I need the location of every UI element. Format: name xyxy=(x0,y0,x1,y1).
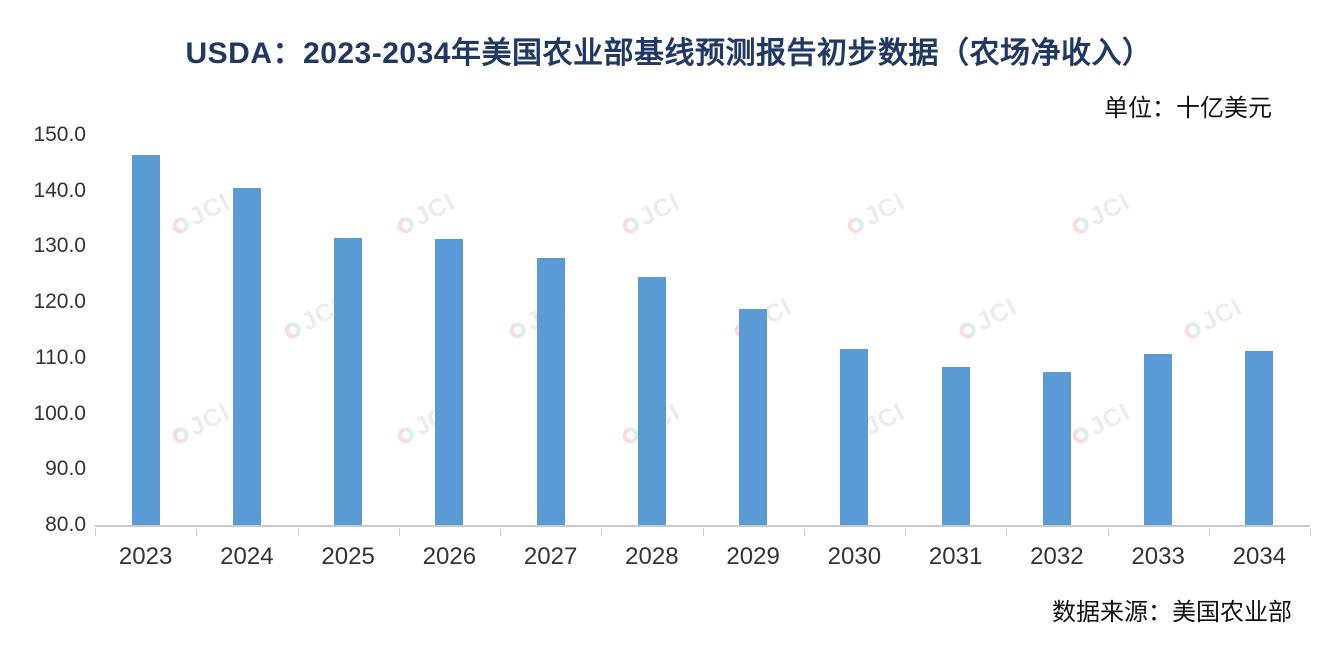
plot-area xyxy=(95,135,1310,527)
x-tick-label: 2030 xyxy=(827,543,882,570)
y-axis: 150.0 140.0 130.0 120.0 110.0 100.0 90.0 80.0 xyxy=(0,123,86,536)
x-tick-mark xyxy=(398,529,400,536)
bar-2024 xyxy=(232,187,261,525)
x-tick-mark xyxy=(95,529,96,536)
y-tick-label: 130.0 xyxy=(33,234,86,258)
x-tick-mark xyxy=(500,529,501,536)
x-tick-mark xyxy=(196,529,198,536)
unit-label: 单位：十亿美元 xyxy=(1104,96,1272,122)
x-tick-mark xyxy=(905,529,906,536)
y-tick-label: 110.0 xyxy=(35,345,86,369)
bar-2032 xyxy=(1042,371,1071,525)
x-tick-mark xyxy=(803,529,805,536)
x-tick-mark xyxy=(297,529,299,536)
y-tick-label: 80.0 xyxy=(45,513,86,536)
y-tick-label: 140.0 xyxy=(33,178,86,202)
x-tick-label: 2023 xyxy=(118,543,173,570)
x-tick-label: 2032 xyxy=(1030,543,1084,570)
x-tick-mark xyxy=(1310,529,1311,536)
x-tick-label: 2033 xyxy=(1131,543,1185,570)
x-tick-label: 2034 xyxy=(1232,543,1287,570)
x-tick-mark xyxy=(1107,529,1109,536)
y-tick-label: 120.0 xyxy=(33,290,86,314)
y-tick-label: 100.0 xyxy=(33,401,86,425)
x-tick-mark xyxy=(1208,529,1210,536)
bar-2025 xyxy=(334,238,363,525)
bar-2028 xyxy=(637,277,666,525)
x-tick-label: 2024 xyxy=(220,543,274,570)
x-tick-label: 2026 xyxy=(422,543,477,570)
x-tick-label: 2027 xyxy=(523,543,578,570)
source-label: 数据来源：美国农业部 xyxy=(1052,600,1292,626)
x-tick-mark xyxy=(1006,529,1008,536)
x-tick-label: 2031 xyxy=(928,543,983,570)
bar-2029 xyxy=(739,308,768,525)
x-tick-label: 2029 xyxy=(726,543,780,570)
y-tick-label: 90.0 xyxy=(45,457,86,481)
x-axis: 2023 2024 2025 2026 2027 2028 2029 2030 2031 2032… xyxy=(95,529,1311,581)
y-tick-label: 150.0 xyxy=(33,123,86,146)
bar-2031 xyxy=(941,367,970,525)
bar-2023 xyxy=(131,154,160,525)
bar-2034 xyxy=(1245,351,1274,525)
bar-2026 xyxy=(435,239,464,525)
bar-2030 xyxy=(840,348,869,525)
bar-2027 xyxy=(536,257,565,525)
x-tick-label: 2028 xyxy=(625,543,679,570)
bar-2033 xyxy=(1144,353,1173,525)
x-tick-mark xyxy=(601,529,603,536)
x-tick-mark xyxy=(702,529,704,536)
chart-title: USDA：2023-2034年美国农业部基线预测报告初步数据（农场净收入） xyxy=(185,37,1153,70)
x-tick-label: 2025 xyxy=(321,543,375,570)
